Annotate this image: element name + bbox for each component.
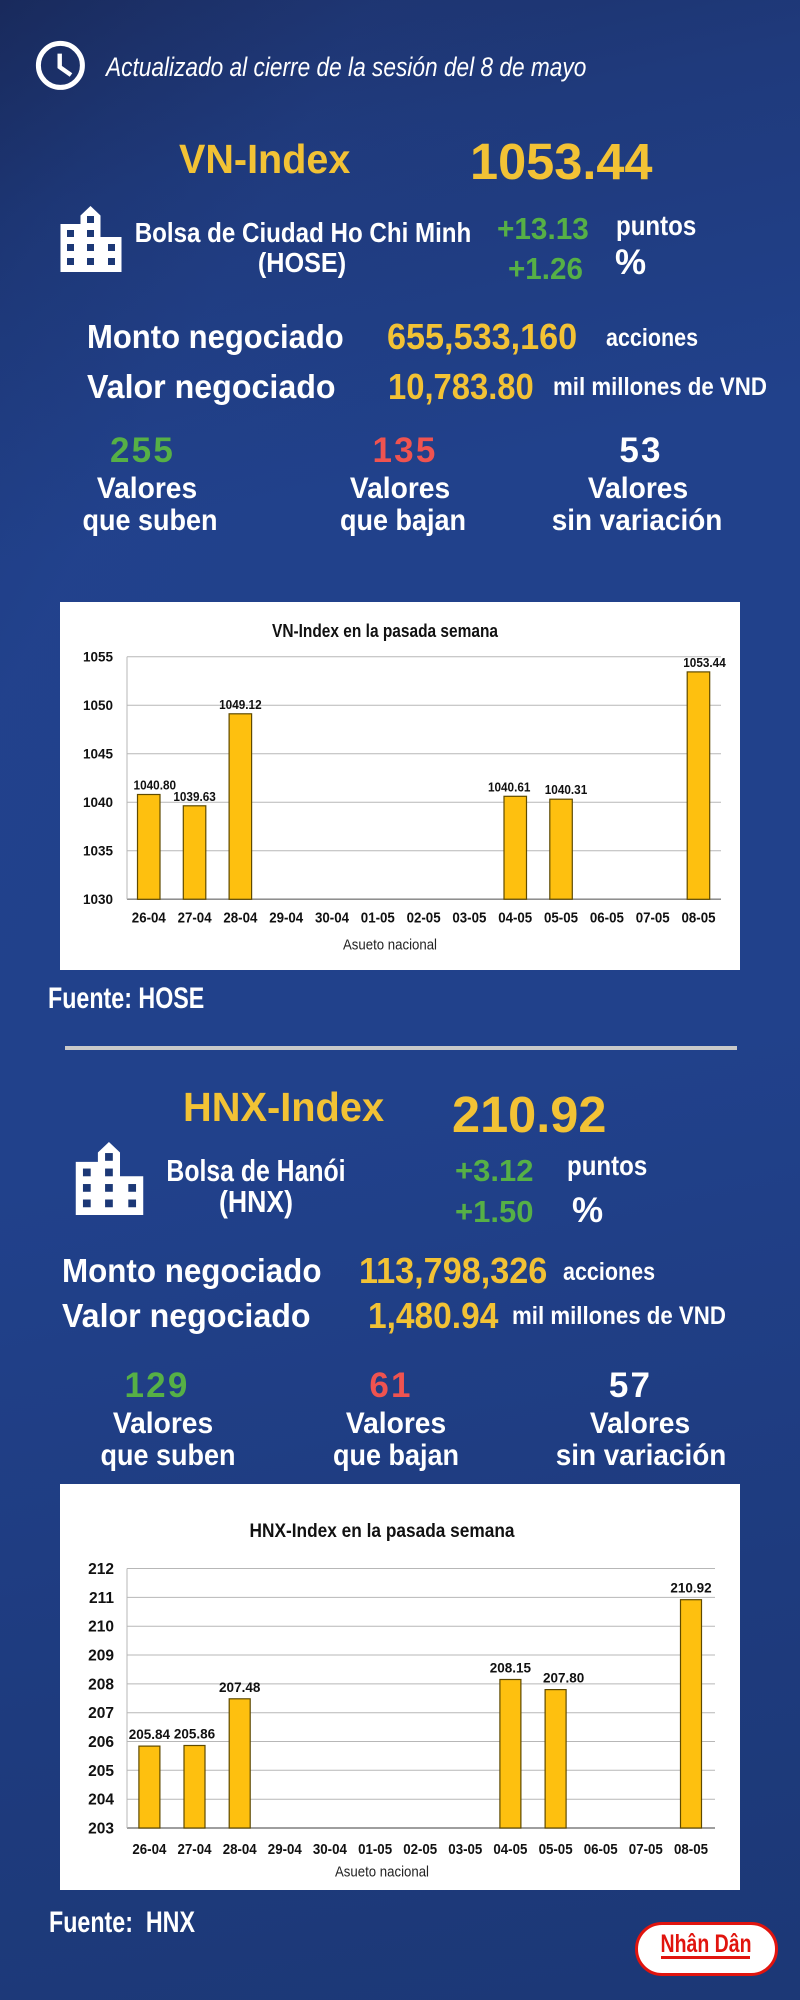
svg-text:1039.63: 1039.63: [173, 790, 216, 804]
svg-text:1035: 1035: [83, 844, 114, 859]
svg-text:1053.44: 1053.44: [683, 656, 726, 670]
svg-text:26-04: 26-04: [132, 1841, 167, 1858]
svg-text:01-05: 01-05: [358, 1841, 392, 1858]
svg-text:02-05: 02-05: [407, 910, 441, 927]
svg-text:1040.31: 1040.31: [545, 783, 588, 797]
svg-text:209: 209: [88, 1647, 114, 1664]
svg-text:02-05: 02-05: [403, 1841, 437, 1858]
svg-text:29-04: 29-04: [269, 910, 304, 927]
svg-text:03-05: 03-05: [452, 910, 486, 927]
svg-text:203: 203: [88, 1820, 114, 1837]
svg-text:210.92: 210.92: [670, 1581, 711, 1596]
svg-text:205: 205: [88, 1763, 114, 1780]
svg-text:08-05: 08-05: [674, 1841, 708, 1858]
svg-text:30-04: 30-04: [315, 910, 350, 927]
svg-text:VN-Index en la pasada semana: VN-Index en la pasada semana: [272, 621, 499, 641]
svg-text:205.86: 205.86: [174, 1727, 216, 1742]
svg-text:01-05: 01-05: [361, 910, 395, 927]
svg-text:207: 207: [88, 1705, 114, 1722]
svg-text:27-04: 27-04: [178, 1841, 213, 1858]
svg-text:211: 211: [89, 1590, 114, 1607]
svg-text:05-05: 05-05: [539, 1841, 573, 1858]
svg-text:1045: 1045: [83, 747, 114, 762]
svg-text:05-05: 05-05: [544, 910, 578, 927]
svg-text:Asueto nacional: Asueto nacional: [335, 1864, 429, 1881]
svg-text:212: 212: [88, 1561, 114, 1578]
svg-text:1040.80: 1040.80: [134, 779, 177, 793]
svg-text:26-04: 26-04: [132, 910, 167, 927]
svg-text:Asueto nacional: Asueto nacional: [343, 937, 437, 954]
svg-text:08-05: 08-05: [682, 910, 716, 927]
svg-text:1050: 1050: [83, 698, 113, 713]
svg-text:28-04: 28-04: [223, 910, 258, 927]
svg-text:1030: 1030: [83, 892, 113, 907]
svg-text:210: 210: [88, 1619, 114, 1636]
svg-text:28-04: 28-04: [223, 1841, 258, 1858]
svg-text:205.84: 205.84: [129, 1727, 171, 1742]
svg-text:206: 206: [88, 1734, 114, 1751]
svg-text:207.80: 207.80: [543, 1671, 584, 1686]
svg-text:1049.12: 1049.12: [219, 698, 262, 712]
svg-text:07-05: 07-05: [629, 1841, 663, 1858]
svg-text:204: 204: [88, 1792, 114, 1809]
svg-text:208: 208: [88, 1676, 114, 1693]
svg-text:06-05: 06-05: [584, 1841, 618, 1858]
svg-text:29-04: 29-04: [268, 1841, 303, 1858]
svg-text:HNX-Index en la pasada semana: HNX-Index en la pasada semana: [250, 1521, 515, 1542]
svg-text:03-05: 03-05: [448, 1841, 482, 1858]
svg-text:04-05: 04-05: [493, 1841, 527, 1858]
svg-text:07-05: 07-05: [636, 910, 670, 927]
svg-text:1040: 1040: [83, 795, 113, 810]
svg-text:06-05: 06-05: [590, 910, 624, 927]
svg-text:207.48: 207.48: [219, 1680, 261, 1695]
svg-text:208.15: 208.15: [490, 1661, 532, 1676]
svg-text:1040.61: 1040.61: [488, 780, 531, 794]
svg-text:1055: 1055: [83, 650, 114, 665]
svg-text:30-04: 30-04: [313, 1841, 348, 1858]
svg-text:27-04: 27-04: [178, 910, 213, 927]
svg-text:04-05: 04-05: [498, 910, 532, 927]
